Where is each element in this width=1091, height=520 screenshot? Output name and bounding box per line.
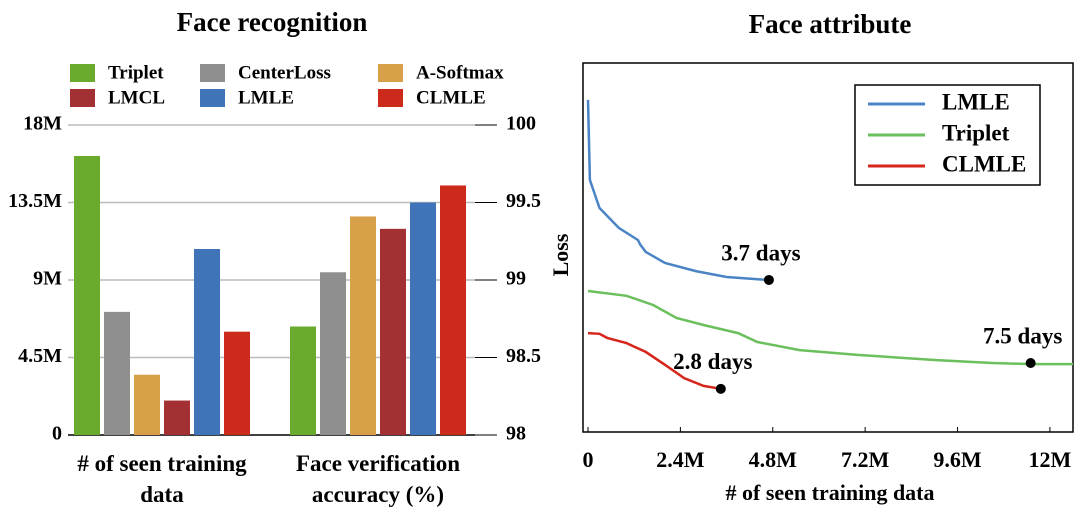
legend-swatch [200,64,225,82]
legend-label: CLMLE [416,87,486,108]
x-tick-label: 2.4M [656,447,705,472]
y2-tick-label: 99 [506,268,526,290]
legend-swatch [378,64,403,82]
y-tick-label: 9M [33,268,62,290]
y2-tick-label: 99.5 [506,190,541,212]
legend-label: LMCL [108,87,165,108]
legend-swatch [70,89,95,107]
bar [380,228,406,435]
x-tick-label: 12M [1029,447,1072,472]
y-tick-label: 18M [23,113,62,135]
bar [410,202,436,435]
line [586,99,769,282]
legend-swatch [378,89,403,107]
legend-label: Triplet [942,120,1010,145]
legend-label: A-Softmax [416,62,504,83]
plot-frame [582,62,1074,433]
bar [134,374,160,435]
y-axis-label: Loss [548,233,573,276]
bar [224,331,250,435]
y2-tick-label: 100 [506,113,536,135]
annotation-dot [715,383,726,394]
bar [320,272,346,435]
chart-title: Face recognition [177,7,368,37]
legend-label: CLMLE [942,151,1026,176]
y2-tick-label: 98 [506,423,526,445]
annotation-dot [763,274,774,285]
y-tick-label: 0 [52,423,62,445]
legend-label: CenterLoss [238,62,331,83]
bar [74,156,100,435]
bar [194,249,220,435]
y-tick-label: 13.5M [8,190,62,212]
annotation: 3.7 days [721,240,800,265]
x-tick-label: Face verification accuracy (%) [295,451,461,507]
legend-label: LMLE [238,87,294,108]
y2-tick-label: 98.5 [506,345,541,367]
legend-label: Triplet [108,62,164,83]
x-tick-label: 4.8M [749,447,798,472]
line [587,289,1073,366]
x-tick-label: 0 [583,447,594,472]
x-tick-label: # of seen training data [77,451,247,507]
line [587,331,722,391]
bar [104,311,130,435]
legend-swatch [70,64,95,82]
bar [350,216,376,435]
x-tick-label: 7.2M [841,447,890,472]
x-axis-label: # of seen training data [726,480,935,505]
y-tick-label: 4.5M [18,345,62,367]
bar [440,185,466,435]
annotation: 7.5 days [983,323,1062,348]
bar [164,400,190,435]
legend-label: LMLE [942,89,1010,114]
x-tick-label: 9.6M [933,447,982,472]
chart-title: Face attribute [749,9,912,39]
bar [290,326,316,435]
legend-swatch [200,89,225,107]
annotation-dot [1025,357,1036,368]
annotation: 2.8 days [673,349,752,374]
